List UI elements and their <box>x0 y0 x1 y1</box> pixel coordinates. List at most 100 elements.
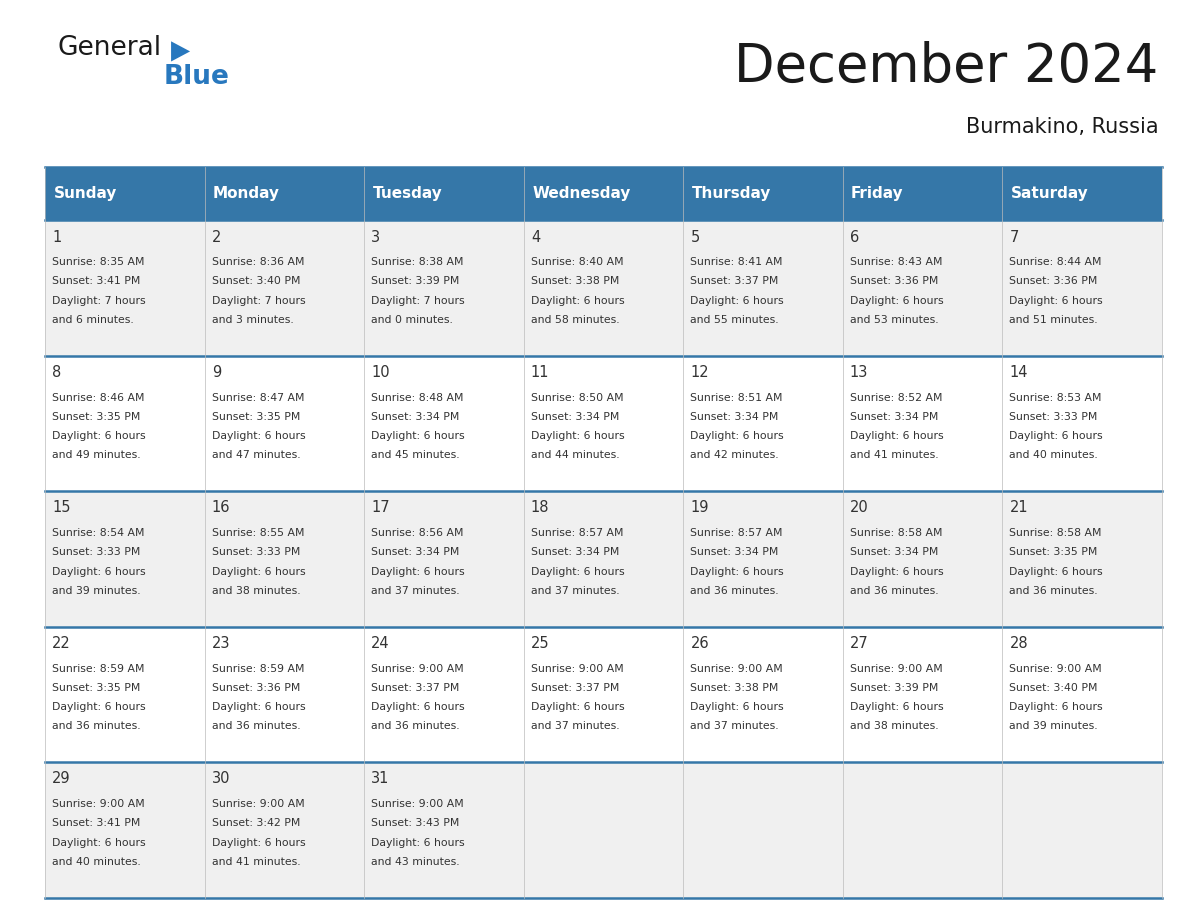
Text: and 41 minutes.: and 41 minutes. <box>849 451 939 460</box>
Text: Sunset: 3:34 PM: Sunset: 3:34 PM <box>372 412 460 421</box>
Text: 4: 4 <box>531 230 541 244</box>
Text: and 36 minutes.: and 36 minutes. <box>1010 586 1098 596</box>
Text: Daylight: 6 hours: Daylight: 6 hours <box>849 431 943 441</box>
Text: Daylight: 6 hours: Daylight: 6 hours <box>372 566 465 577</box>
Text: 5: 5 <box>690 230 700 244</box>
Text: 24: 24 <box>372 636 390 651</box>
Text: Sunrise: 8:36 AM: Sunrise: 8:36 AM <box>211 257 304 267</box>
Text: Sunset: 3:37 PM: Sunset: 3:37 PM <box>372 683 460 693</box>
Text: Daylight: 6 hours: Daylight: 6 hours <box>372 431 465 441</box>
Text: Wednesday: Wednesday <box>532 186 631 201</box>
Text: Sunrise: 8:47 AM: Sunrise: 8:47 AM <box>211 393 304 402</box>
Text: Daylight: 6 hours: Daylight: 6 hours <box>52 566 146 577</box>
Text: 23: 23 <box>211 636 230 651</box>
Text: Sunrise: 8:50 AM: Sunrise: 8:50 AM <box>531 393 624 402</box>
Text: Sunrise: 8:35 AM: Sunrise: 8:35 AM <box>52 257 145 267</box>
Text: Sunset: 3:33 PM: Sunset: 3:33 PM <box>52 547 140 557</box>
Text: Sunset: 3:38 PM: Sunset: 3:38 PM <box>690 683 779 693</box>
Text: and 40 minutes.: and 40 minutes. <box>52 856 141 867</box>
Text: Sunrise: 8:46 AM: Sunrise: 8:46 AM <box>52 393 145 402</box>
Text: Sunrise: 8:43 AM: Sunrise: 8:43 AM <box>849 257 942 267</box>
Text: and 43 minutes.: and 43 minutes. <box>372 856 460 867</box>
Text: General: General <box>57 35 162 61</box>
Text: Blue: Blue <box>164 64 229 90</box>
Text: Sunset: 3:41 PM: Sunset: 3:41 PM <box>52 818 140 828</box>
Text: Sunset: 3:33 PM: Sunset: 3:33 PM <box>1010 412 1098 421</box>
Text: 19: 19 <box>690 500 709 516</box>
Text: 21: 21 <box>1010 500 1028 516</box>
Text: 8: 8 <box>52 365 62 380</box>
Text: Daylight: 6 hours: Daylight: 6 hours <box>211 431 305 441</box>
Text: 7: 7 <box>1010 230 1019 244</box>
Text: Daylight: 6 hours: Daylight: 6 hours <box>1010 296 1104 306</box>
Text: and 58 minutes.: and 58 minutes. <box>531 315 619 325</box>
Text: and 40 minutes.: and 40 minutes. <box>1010 451 1098 460</box>
Text: and 36 minutes.: and 36 minutes. <box>372 722 460 732</box>
Text: Sunrise: 8:56 AM: Sunrise: 8:56 AM <box>372 528 463 538</box>
Text: and 47 minutes.: and 47 minutes. <box>211 451 301 460</box>
Text: Saturday: Saturday <box>1011 186 1088 201</box>
Text: 20: 20 <box>849 500 868 516</box>
Text: Sunset: 3:35 PM: Sunset: 3:35 PM <box>52 683 140 693</box>
Text: and 3 minutes.: and 3 minutes. <box>211 315 293 325</box>
Text: Daylight: 6 hours: Daylight: 6 hours <box>531 566 625 577</box>
Text: Sunset: 3:36 PM: Sunset: 3:36 PM <box>1010 276 1098 286</box>
Text: 27: 27 <box>849 636 868 651</box>
Text: 13: 13 <box>849 365 868 380</box>
Text: and 37 minutes.: and 37 minutes. <box>690 722 779 732</box>
Text: 10: 10 <box>372 365 390 380</box>
Text: and 44 minutes.: and 44 minutes. <box>531 451 619 460</box>
Text: 9: 9 <box>211 365 221 380</box>
Text: Sunset: 3:42 PM: Sunset: 3:42 PM <box>211 818 301 828</box>
Text: 22: 22 <box>52 636 71 651</box>
Text: Daylight: 6 hours: Daylight: 6 hours <box>211 566 305 577</box>
Text: Sunrise: 9:00 AM: Sunrise: 9:00 AM <box>1010 664 1102 674</box>
Text: and 55 minutes.: and 55 minutes. <box>690 315 779 325</box>
Text: Daylight: 6 hours: Daylight: 6 hours <box>531 296 625 306</box>
Text: and 53 minutes.: and 53 minutes. <box>849 315 939 325</box>
Text: and 49 minutes.: and 49 minutes. <box>52 451 141 460</box>
Text: and 37 minutes.: and 37 minutes. <box>531 586 619 596</box>
Text: 12: 12 <box>690 365 709 380</box>
Text: Daylight: 6 hours: Daylight: 6 hours <box>531 431 625 441</box>
Text: and 6 minutes.: and 6 minutes. <box>52 315 134 325</box>
Text: Daylight: 6 hours: Daylight: 6 hours <box>849 566 943 577</box>
Text: Sunrise: 8:55 AM: Sunrise: 8:55 AM <box>211 528 304 538</box>
Text: Sunset: 3:40 PM: Sunset: 3:40 PM <box>1010 683 1098 693</box>
Text: Sunrise: 9:00 AM: Sunrise: 9:00 AM <box>52 799 145 809</box>
Text: Daylight: 6 hours: Daylight: 6 hours <box>1010 566 1104 577</box>
Text: 26: 26 <box>690 636 709 651</box>
Text: Sunday: Sunday <box>53 186 116 201</box>
Text: Burmakino, Russia: Burmakino, Russia <box>966 117 1158 137</box>
Text: Sunset: 3:34 PM: Sunset: 3:34 PM <box>531 547 619 557</box>
Text: Sunrise: 9:00 AM: Sunrise: 9:00 AM <box>372 799 465 809</box>
Text: 2: 2 <box>211 230 221 244</box>
Text: 15: 15 <box>52 500 71 516</box>
Text: Daylight: 7 hours: Daylight: 7 hours <box>52 296 146 306</box>
Text: and 41 minutes.: and 41 minutes. <box>211 856 301 867</box>
Text: and 51 minutes.: and 51 minutes. <box>1010 315 1098 325</box>
Text: Sunrise: 8:41 AM: Sunrise: 8:41 AM <box>690 257 783 267</box>
Text: Daylight: 6 hours: Daylight: 6 hours <box>1010 702 1104 712</box>
Text: and 36 minutes.: and 36 minutes. <box>52 722 141 732</box>
Text: and 38 minutes.: and 38 minutes. <box>849 722 939 732</box>
Text: and 45 minutes.: and 45 minutes. <box>372 451 460 460</box>
Text: Sunrise: 8:59 AM: Sunrise: 8:59 AM <box>52 664 145 674</box>
Text: and 36 minutes.: and 36 minutes. <box>211 722 301 732</box>
Text: Daylight: 6 hours: Daylight: 6 hours <box>211 837 305 847</box>
Text: Sunrise: 8:59 AM: Sunrise: 8:59 AM <box>211 664 304 674</box>
Text: Daylight: 7 hours: Daylight: 7 hours <box>372 296 465 306</box>
Text: Sunset: 3:36 PM: Sunset: 3:36 PM <box>211 683 301 693</box>
Text: 25: 25 <box>531 636 550 651</box>
Text: Sunrise: 9:00 AM: Sunrise: 9:00 AM <box>211 799 304 809</box>
Text: Daylight: 6 hours: Daylight: 6 hours <box>690 566 784 577</box>
Text: Daylight: 6 hours: Daylight: 6 hours <box>52 837 146 847</box>
Text: 3: 3 <box>372 230 380 244</box>
Text: Sunset: 3:35 PM: Sunset: 3:35 PM <box>1010 547 1098 557</box>
Text: 18: 18 <box>531 500 549 516</box>
Text: and 39 minutes.: and 39 minutes. <box>1010 722 1098 732</box>
Text: and 37 minutes.: and 37 minutes. <box>372 586 460 596</box>
Text: Sunrise: 8:51 AM: Sunrise: 8:51 AM <box>690 393 783 402</box>
Text: Daylight: 6 hours: Daylight: 6 hours <box>849 702 943 712</box>
Text: Sunrise: 9:00 AM: Sunrise: 9:00 AM <box>372 664 465 674</box>
